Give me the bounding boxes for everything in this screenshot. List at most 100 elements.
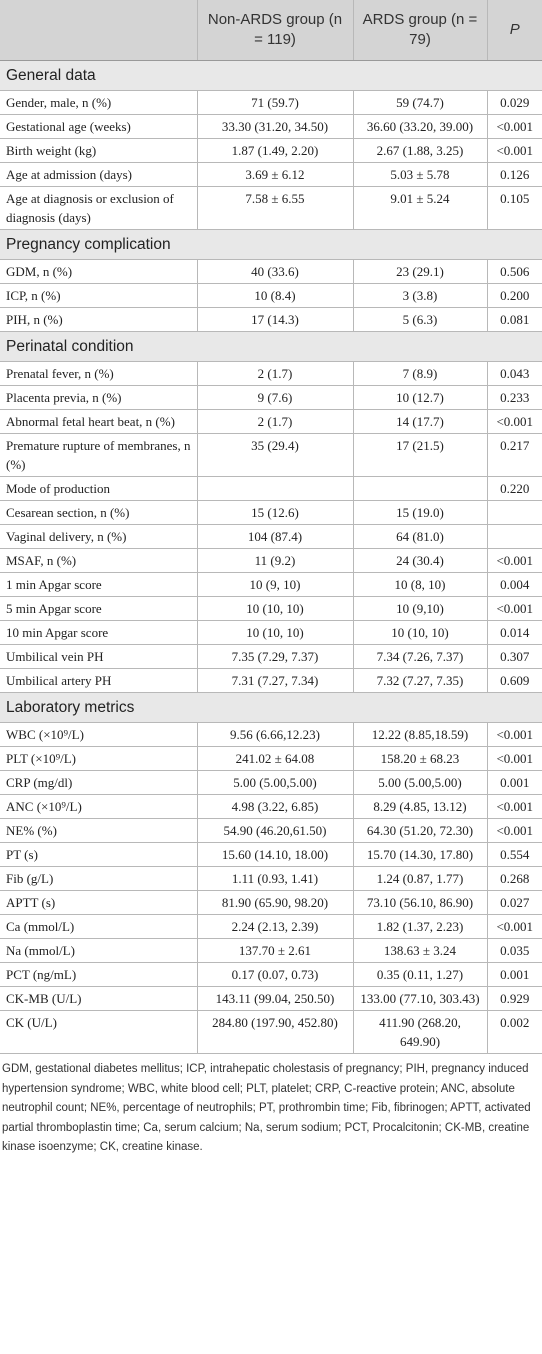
cell: 7.35 (7.29, 7.37) [197,644,354,669]
row-label: ANC (×10⁹/L) [0,794,198,819]
cell: 1.24 (0.87, 1.77) [353,866,488,891]
cell: 15 (12.6) [197,500,354,525]
cell [487,524,542,549]
section-row: Pregnancy complication [0,229,542,260]
data-row: 5 min Apgar score 10 (10, 10) 10 (9,10) <0.… [0,596,542,621]
cell: 10 (10, 10) [353,620,488,645]
cell: 0.268 [487,866,542,891]
footnote: GDM, gestational diabetes mellitus; ICP,… [2,1063,531,1153]
cell: 3 (3.8) [353,283,488,308]
row-label: Gender, male, n (%) [0,90,198,115]
cell: 0.035 [487,938,542,963]
cell: 0.001 [487,962,542,987]
cell: 0.043 [487,361,542,386]
cell: 7.31 (7.27, 7.34) [197,668,354,693]
header-row: Non-ARDS group (n = 119) ARDS group (n =… [0,0,542,61]
cell [197,476,354,501]
data-row: Placenta previa, n (%) 9 (7.6) 10 (12.7) 0.… [0,385,542,410]
cell: 1.11 (0.93, 1.41) [197,866,354,891]
row-label: 10 min Apgar score [0,620,198,645]
row-label: PCT (ng/mL) [0,962,198,987]
cell: 2.67 (1.88, 3.25) [353,138,488,163]
cell: <0.001 [487,818,542,843]
cell: 7 (8.9) [353,361,488,386]
cell [353,476,488,501]
row-label: MSAF, n (%) [0,548,198,573]
section-title: Laboratory metrics [0,692,542,723]
cell: 0.014 [487,620,542,645]
cell: 0.35 (0.11, 1.27) [353,962,488,987]
cell: 7.32 (7.27, 7.35) [353,668,488,693]
data-row: Birth weight (kg) 1.87 (1.49, 2.20) 2.67 (… [0,138,542,163]
row-label: 5 min Apgar score [0,596,198,621]
row-label: GDM, n (%) [0,259,198,284]
cell: 138.63 ± 3.24 [353,938,488,963]
data-row: Umbilical artery PH 7.31 (7.27, 7.34) 7.32… [0,668,542,693]
cell: 81.90 (65.90, 98.20) [197,890,354,915]
cell: 7.34 (7.26, 7.37) [353,644,488,669]
row-label: Fib (g/L) [0,866,198,891]
cell: 64.30 (51.20, 72.30) [353,818,488,843]
cell: 15.60 (14.10, 18.00) [197,842,354,867]
data-table: Non-ARDS group (n = 119) ARDS group (n =… [0,0,542,1054]
cell: 133.00 (77.10, 303.43) [353,986,488,1011]
row-label: Prenatal fever, n (%) [0,361,198,386]
data-row: Premature rupture of membranes, n (%) 35 … [0,433,542,477]
cell: 64 (81.0) [353,524,488,549]
row-label: Age at admission (days) [0,162,198,187]
row-label: NE% (%) [0,818,198,843]
row-label: Ca (mmol/L) [0,914,198,939]
cell: 17 (14.3) [197,307,354,332]
cell: 0.554 [487,842,542,867]
cell: 0.027 [487,890,542,915]
row-label: Gestational age (weeks) [0,114,198,139]
header-blank [0,0,198,61]
cell: 71 (59.7) [197,90,354,115]
row-label: CK-MB (U/L) [0,986,198,1011]
cell: 0.002 [487,1010,542,1054]
cell: 17 (21.5) [353,433,488,477]
cell: 73.10 (56.10, 86.90) [353,890,488,915]
data-row: GDM, n (%) 40 (33.6) 23 (29.1) 0.506 [0,259,542,284]
cell: 2 (1.7) [197,361,354,386]
cell: 0.004 [487,572,542,597]
cell: 2 (1.7) [197,409,354,434]
cell: 15 (19.0) [353,500,488,525]
cell: 12.22 (8.85,18.59) [353,722,488,747]
cell: 0.506 [487,259,542,284]
data-row: Ca (mmol/L) 2.24 (2.13, 2.39) 1.82 (1.37, … [0,914,542,939]
cell: 59 (74.7) [353,90,488,115]
table-body: General data Gender, male, n (%) 71 (59.7)… [0,60,542,1054]
section-title: Perinatal condition [0,331,542,362]
cell: 10 (10, 10) [197,620,354,645]
cell: 0.105 [487,186,542,230]
cell: 40 (33.6) [197,259,354,284]
header-cell: Non-ARDS group (n = 119) [197,0,354,61]
cell: 5.00 (5.00,5.00) [197,770,354,795]
cell: 0.029 [487,90,542,115]
cell: <0.001 [487,114,542,139]
header-cell: ARDS group (n = 79) [353,0,488,61]
cell: 10 (9, 10) [197,572,354,597]
cell: 0.081 [487,307,542,332]
cell: 15.70 (14.30, 17.80) [353,842,488,867]
row-label: ICP, n (%) [0,283,198,308]
data-row: CK (U/L) 284.80 (197.90, 452.80) 411.90 (2… [0,1010,542,1054]
row-label: Age at diagnosis or exclusion of diagnos… [0,186,198,230]
section-row: General data [0,60,542,91]
cell: 137.70 ± 2.61 [197,938,354,963]
cell [487,500,542,525]
row-label: 1 min Apgar score [0,572,198,597]
cell: 158.20 ± 68.23 [353,746,488,771]
cell: 10 (10, 10) [197,596,354,621]
section-row: Perinatal condition [0,331,542,362]
cell: 0.929 [487,986,542,1011]
header-cell: P [487,0,542,61]
cell: 9 (7.6) [197,385,354,410]
data-row: Gestational age (weeks) 33.30 (31.20, 34.… [0,114,542,139]
cell: <0.001 [487,794,542,819]
cell: <0.001 [487,914,542,939]
cell: 0.001 [487,770,542,795]
data-row: CRP (mg/dl) 5.00 (5.00,5.00) 5.00 (5.00,5.… [0,770,542,795]
data-row: Gender, male, n (%) 71 (59.7) 59 (74.7) 0.0… [0,90,542,115]
